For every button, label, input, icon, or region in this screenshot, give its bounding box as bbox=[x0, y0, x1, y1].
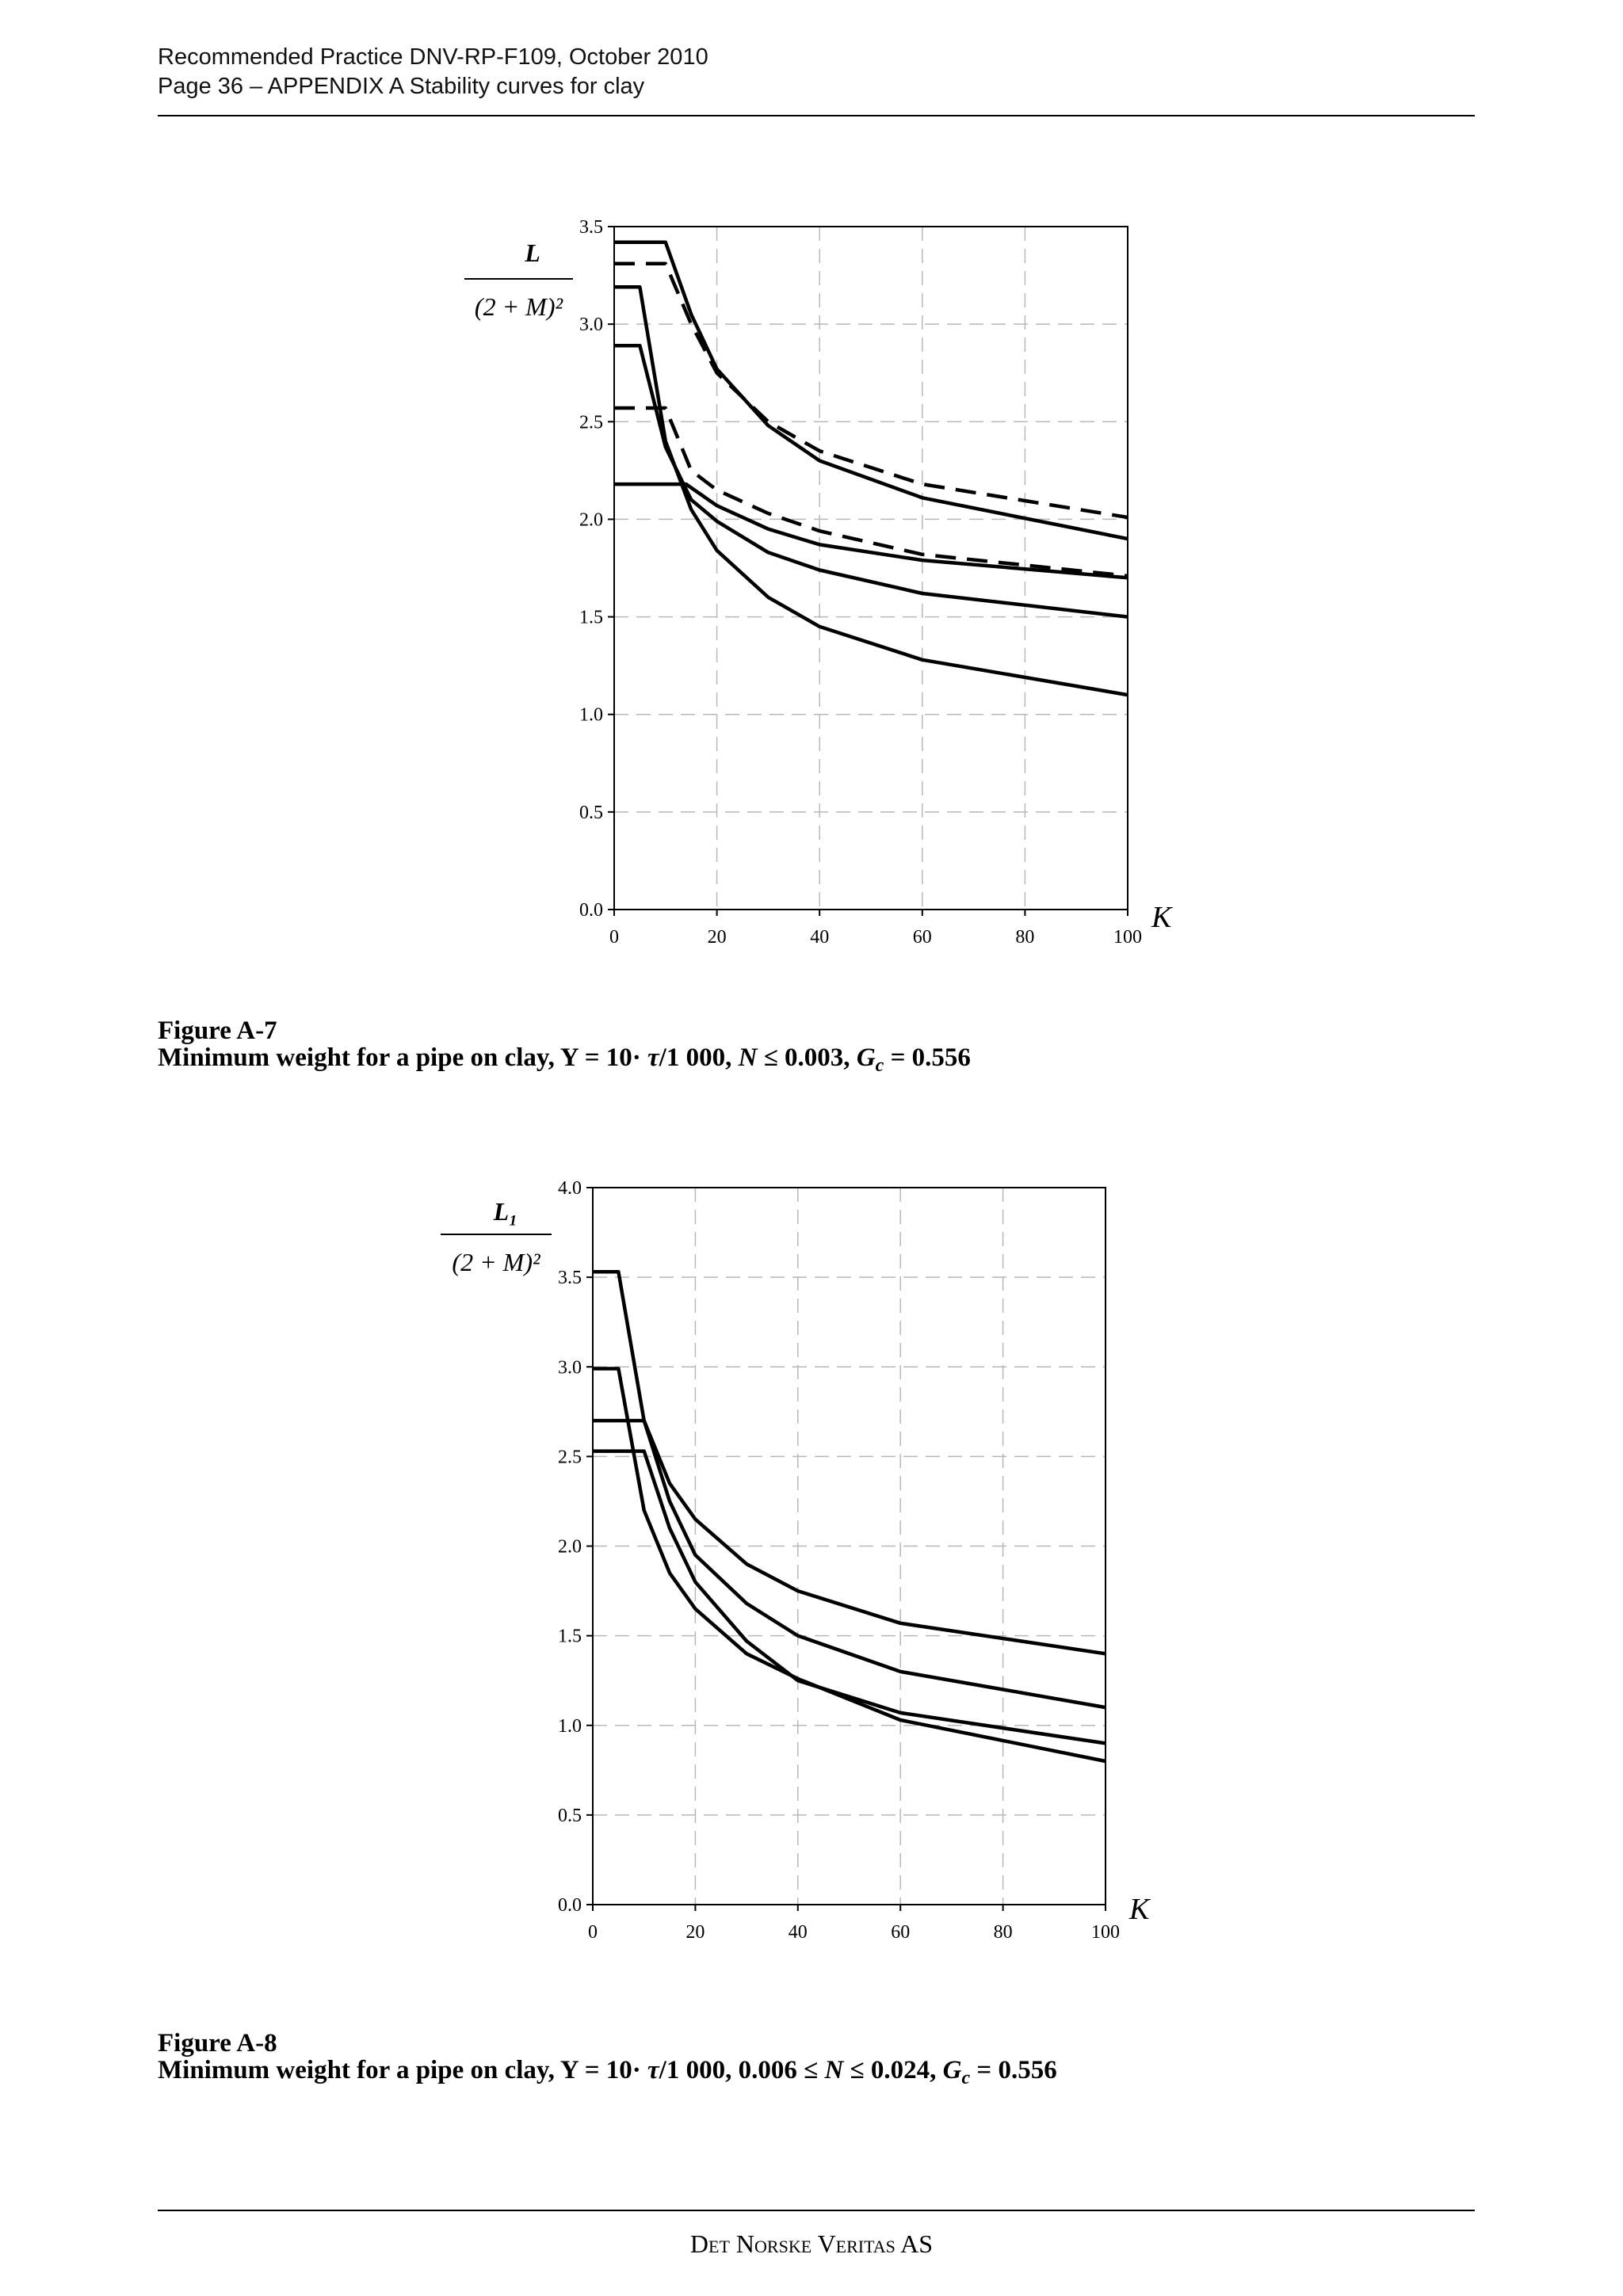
series-line bbox=[614, 406, 1128, 578]
x-tick-label: 20 bbox=[685, 1922, 705, 1943]
y-tick-label: 2.0 bbox=[558, 1537, 582, 1558]
caption-part: τ bbox=[647, 2056, 659, 2084]
y-axis-label: (2 + M)² bbox=[452, 1248, 541, 1276]
x-tick-label: 40 bbox=[789, 1922, 808, 1943]
header-line: Recommended Practice DNV-RP-F109, Octobe… bbox=[158, 44, 708, 70]
y-tick-label: 1.0 bbox=[558, 1716, 582, 1737]
y-tick-label: 3.0 bbox=[558, 1357, 582, 1378]
figure-caption: Figure A-7 Minimum weight for a pipe on … bbox=[158, 1017, 971, 1079]
footer-rule bbox=[158, 2210, 1475, 2211]
series-line bbox=[614, 343, 1128, 619]
y-tick-label: 0.5 bbox=[579, 803, 603, 823]
plot-frame bbox=[613, 226, 1128, 910]
x-tick-label: 80 bbox=[1015, 927, 1034, 948]
y-tick-label: 1.5 bbox=[558, 1627, 582, 1647]
series-line bbox=[593, 1367, 1106, 1764]
y-axis-label: L bbox=[524, 238, 540, 267]
series-line bbox=[614, 285, 1128, 697]
series-line bbox=[614, 240, 1128, 541]
x-tick-label: 60 bbox=[891, 1922, 910, 1943]
plot-frame bbox=[592, 1187, 1106, 1905]
caption-part: c bbox=[961, 2068, 971, 2088]
caption-part: c bbox=[875, 1055, 884, 1076]
x-tick-label: 100 bbox=[1091, 1922, 1120, 1943]
y-tick-label: 1.0 bbox=[579, 705, 603, 726]
x-tick-label: 0 bbox=[588, 1922, 598, 1943]
x-axis-label: K bbox=[1128, 1893, 1151, 1926]
y-tick-label: 1.5 bbox=[579, 608, 603, 628]
x-tick-label: 40 bbox=[810, 927, 829, 948]
caption-part: N bbox=[824, 2056, 844, 2084]
y-axis-label: (2 + M)² bbox=[475, 292, 564, 321]
x-tick-label: 20 bbox=[708, 927, 727, 948]
caption-part: = 0.556 bbox=[970, 2056, 1057, 2084]
caption-part: G bbox=[942, 2056, 962, 2084]
figure-label: Figure A-8 bbox=[158, 2029, 277, 2058]
figure-text: Minimum weight for a pipe on clay, Y = 1… bbox=[158, 2057, 1057, 2092]
y-tick-label: 0.0 bbox=[558, 1895, 582, 1916]
series-line bbox=[593, 1449, 1106, 1745]
caption-part: τ bbox=[647, 1043, 659, 1072]
footer: Det Norske Veritas AS bbox=[689, 2229, 934, 2258]
caption-part: = 0.556 bbox=[884, 1043, 971, 1072]
x-tick-label: 0 bbox=[609, 927, 619, 948]
series-line bbox=[593, 1270, 1106, 1656]
series-line bbox=[593, 1418, 1106, 1710]
y-tick-label: 2.0 bbox=[579, 509, 603, 530]
y-tick-label: 3.5 bbox=[579, 217, 603, 238]
figure-caption: Figure A-8 Minimum weight for a pipe on … bbox=[158, 2030, 1057, 2092]
y-tick-label: 3.5 bbox=[558, 1268, 582, 1288]
caption-part: G bbox=[856, 1043, 876, 1072]
figure-text: Minimum weight for a pipe on clay, Y = 1… bbox=[158, 1044, 971, 1079]
x-tick-label: 80 bbox=[994, 1922, 1013, 1943]
caption-part: Minimum weight for a pipe on clay, Y = 1… bbox=[158, 1043, 648, 1072]
caption-part: Minimum weight for a pipe on clay, Y = 1… bbox=[158, 2056, 648, 2084]
x-axis-label: K bbox=[1151, 901, 1173, 934]
y-tick-label: 0.5 bbox=[558, 1806, 582, 1826]
caption-part: /1 000, 0.006 ≤ bbox=[659, 2056, 825, 2084]
header-line: Page 36 – APPENDIX A Stability curves fo… bbox=[158, 74, 645, 99]
y-tick-label: 0.0 bbox=[579, 900, 603, 921]
x-tick-label: 60 bbox=[913, 927, 932, 948]
y-tick-label: 2.5 bbox=[579, 412, 603, 433]
y-tick-label: 2.5 bbox=[558, 1447, 582, 1467]
y-tick-label: 4.0 bbox=[558, 1178, 582, 1199]
caption-part: N bbox=[738, 1043, 758, 1072]
figure-label: Figure A-7 bbox=[158, 1016, 277, 1045]
header-rule bbox=[158, 115, 1475, 116]
x-tick-label: 100 bbox=[1113, 927, 1142, 948]
y-axis-label: L₁ bbox=[493, 1197, 518, 1226]
y-tick-label: 3.0 bbox=[579, 315, 603, 335]
caption-part: ≤ 0.003, bbox=[757, 1043, 857, 1072]
series-line bbox=[614, 482, 1128, 580]
series-line bbox=[614, 261, 1128, 520]
caption-part: /1 000, bbox=[659, 1043, 739, 1072]
caption-part: ≤ 0.024, bbox=[843, 2056, 943, 2084]
